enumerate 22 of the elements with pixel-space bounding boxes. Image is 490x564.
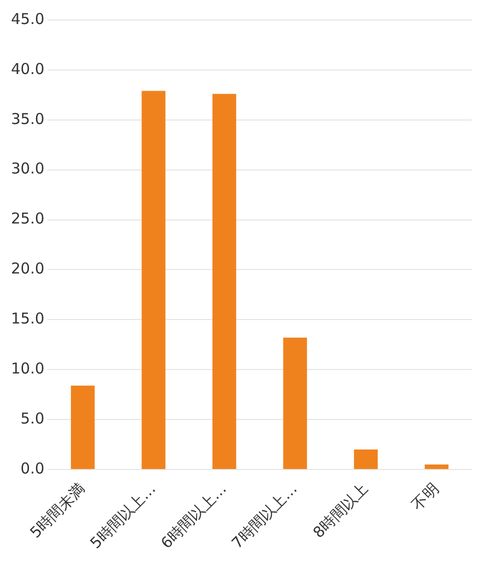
bar (424, 464, 449, 469)
bar (283, 338, 307, 469)
bar (70, 386, 95, 469)
bar (354, 450, 378, 469)
y-tick-label: 10.0 (10, 359, 44, 378)
x-tick-label: 5時間未満 (26, 480, 88, 542)
x-tick-label: 不明 (408, 480, 442, 514)
y-tick-label: 40.0 (10, 60, 44, 78)
y-tick-label: 5.0 (20, 409, 44, 428)
y-tick-label: 15.0 (10, 310, 44, 328)
x-tick-label: 5時間以上… (86, 480, 160, 552)
y-tick-label: 45.0 (10, 10, 44, 28)
y-tick-label: 20.0 (10, 260, 44, 278)
y-tick-label: 0.0 (20, 459, 44, 478)
bar (142, 90, 166, 469)
x-tick-label: 7時間以上… (228, 480, 301, 552)
y-tick-label: 30.0 (10, 160, 44, 178)
y-tick-label: 25.0 (10, 210, 44, 228)
y-tick-label: 35.0 (10, 110, 44, 128)
bar (212, 94, 236, 469)
x-tick-label: 6時間以上… (157, 480, 230, 552)
x-tick-label: 8時間以上 (310, 480, 372, 542)
